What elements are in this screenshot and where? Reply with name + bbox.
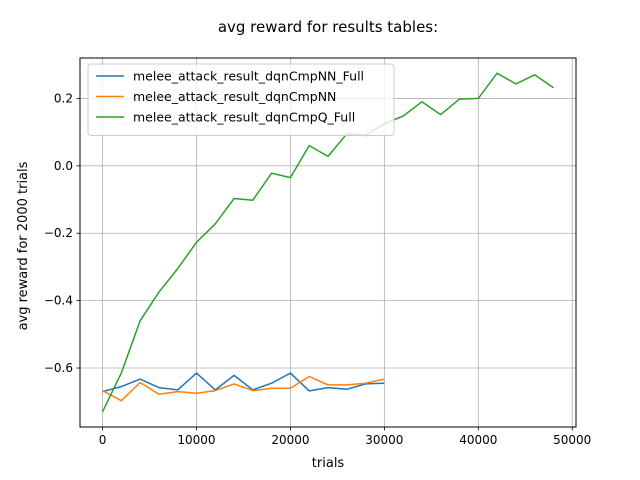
y-axis-label: avg reward for 2000 trials [16, 161, 31, 330]
series-line-3 [101, 72, 554, 413]
series-line-1 [102, 372, 385, 393]
legend: melee_attack_result_dqnCmpNN_Full melee_a… [87, 63, 395, 136]
x-tick-label: 50000 [553, 433, 591, 447]
x-tick-label: 10000 [177, 433, 215, 447]
series-line-2 [102, 375, 385, 402]
series-lines [101, 72, 554, 413]
y-tick-label: −0.2 [44, 226, 73, 240]
y-axis: −0.6 −0.4 −0.2 0.0 0.2 [44, 91, 80, 375]
y-tick-label: 0.0 [54, 159, 73, 173]
x-tick-label: 20000 [271, 433, 309, 447]
legend-label: melee_attack_result_dqnCmpNN [133, 89, 336, 104]
y-tick-label: 0.2 [54, 91, 73, 105]
x-tick-label: 0 [99, 433, 107, 447]
axes-frame [79, 57, 577, 428]
chart-title: avg reward for results tables: [218, 18, 438, 36]
y-tick-label: −0.4 [44, 294, 73, 308]
legend-label: melee_attack_result_dqnCmpQ_Full [133, 110, 355, 125]
x-axis: 0 10000 20000 30000 40000 50000 [99, 427, 591, 447]
y-tick-label: −0.6 [44, 361, 73, 375]
legend-label: melee_attack_result_dqnCmpNN_Full [133, 69, 364, 84]
legend-box [87, 63, 395, 136]
x-tick-label: 40000 [459, 433, 497, 447]
x-tick-label: 30000 [365, 433, 403, 447]
x-axis-label: trials [312, 456, 345, 471]
